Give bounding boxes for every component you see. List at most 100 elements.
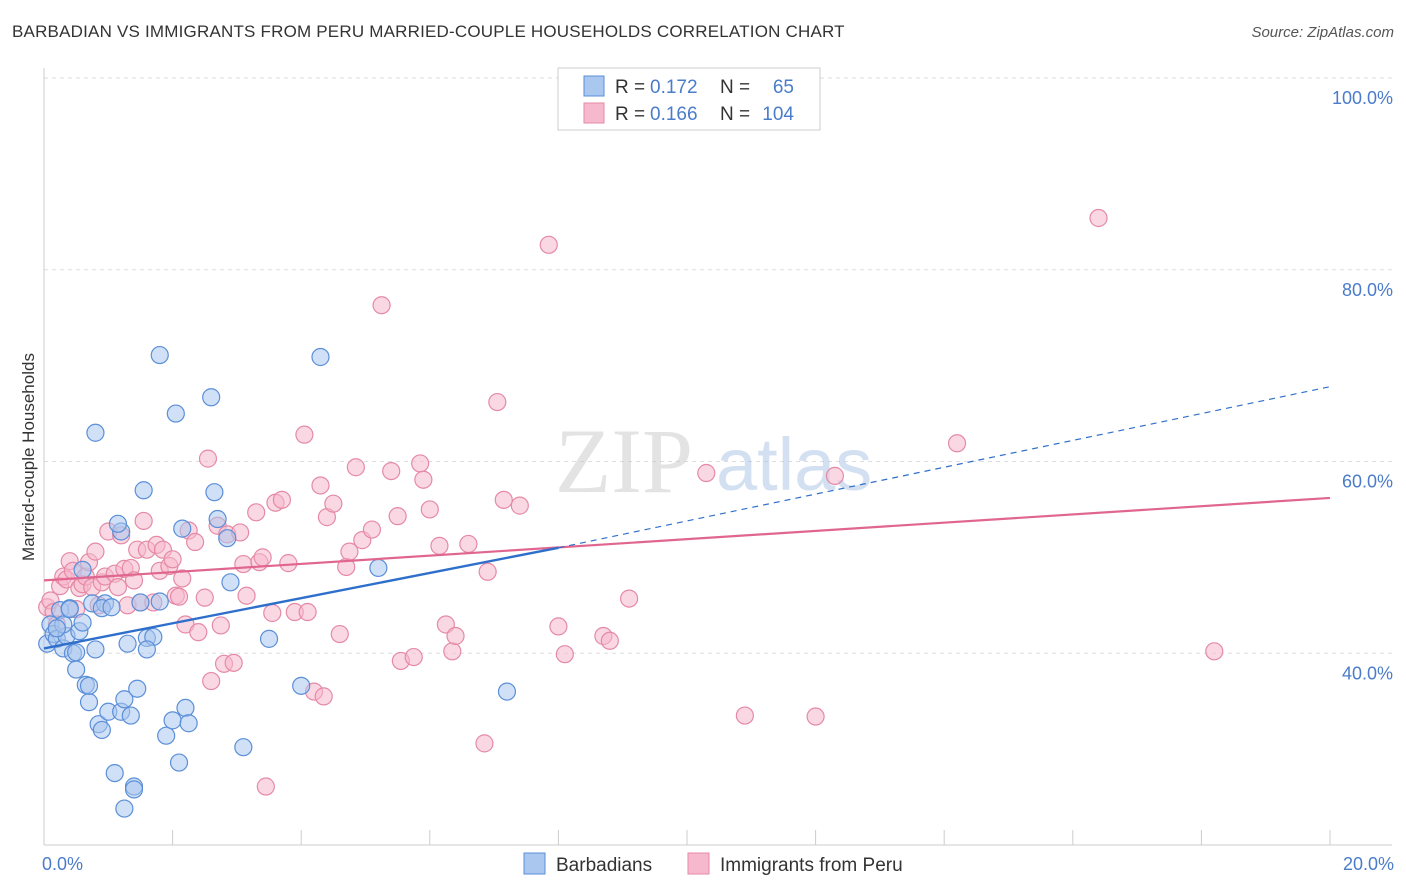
legend-swatch-barbadians [583,75,605,97]
barbadian-point-50 [115,799,134,818]
barbadian-point-31 [150,345,169,365]
barbadian-point-58 [47,619,66,638]
barbadian-point-46 [292,676,311,695]
peru-point-106 [1089,208,1108,228]
watermark-zip: ZIP [555,410,693,512]
barbadian-point-44 [234,738,253,757]
barbadian-point-13 [79,693,99,712]
peru-point-57 [253,548,272,567]
barbadian-point-48 [369,558,388,578]
y-tick-label-60: 60.0% [1342,472,1393,492]
barbadian-point-35 [169,753,189,772]
peru-point-102 [735,706,754,725]
peru-point-88 [446,626,465,646]
peru-point-104 [825,466,844,485]
watermark: ZIP atlas [555,410,872,512]
trend-line-barbadians [43,546,559,650]
bottom-legend: Barbadians Immigrants from Peru [523,852,903,876]
barbadian-point-33 [163,711,182,730]
y-tick-label-100: 100.0% [1332,88,1393,108]
peru-point-87 [443,642,462,661]
peru-point-45 [198,449,218,468]
barbadian-point-9 [67,660,86,679]
barbadian-point-62 [102,598,121,617]
peru-point-74 [346,458,365,477]
x-tick-label-min: 0.0% [42,854,83,874]
barbadian-point-36 [173,519,192,538]
peru-point-54 [237,586,256,605]
barbadian-point-54 [73,560,92,579]
barbadian-point-11 [73,613,92,632]
legend-n-value-1: 65 [773,77,794,98]
peru-point-101 [697,463,716,483]
peru-point-62 [279,554,298,573]
peru-point-93 [494,490,513,509]
trend-line-peru [43,496,1331,582]
peru-point-99 [600,631,619,650]
peru-point-53 [234,554,253,574]
peru-point-64 [295,425,314,444]
legend-box: R = 0.172 N = 65 R = 0.166 N = 104 [557,67,821,131]
peru-point-15 [86,542,105,561]
chart-title: BARBADIAN VS IMMIGRANTS FROM PERU MARRIE… [12,22,845,41]
peru-point-42 [186,532,205,552]
peru-point-94 [510,496,529,515]
peru-point-39 [173,569,192,588]
barbadian-point-39 [202,388,221,407]
peru-point-38 [169,587,189,606]
peru-point-78 [382,461,401,481]
barbadian-point-51 [124,780,144,799]
barbadian-point-20 [105,763,124,783]
peru-point-70 [324,494,343,513]
peru-point-81 [404,647,423,667]
peru-point-59 [263,603,282,623]
peru-point-89 [459,534,478,554]
legend-n-label-2: N = [720,104,750,125]
peru-point-21 [108,577,128,597]
peru-point-67 [311,476,330,495]
trend-lines [43,386,1331,650]
bottom-legend-swatch-barbadians [523,852,546,875]
barbadian-point-60 [137,640,156,659]
peru-point-85 [430,536,449,555]
peru-point-90 [475,734,494,753]
barbadian-point-15 [86,640,105,659]
barbadian-point-47 [311,347,330,367]
barbadian-point-23 [118,634,137,653]
peru-point-51 [224,653,243,672]
barbadian-point-28 [134,481,153,500]
barbadian-point-34 [166,404,185,423]
barbadian-point-53 [86,423,105,442]
barbadian-point-63 [79,676,99,695]
peru-point-95 [539,235,558,254]
bottom-legend-label-barbadians: Barbadians [556,855,652,876]
y-tick-label-40: 40.0% [1342,663,1393,683]
barbadian-point-27 [131,593,150,612]
barbadian-point-24 [121,706,140,725]
peru-point-107 [1205,642,1224,661]
x-tick-label-max: 20.0% [1343,854,1394,874]
chart-source: Source: ZipAtlas.com [1251,24,1394,41]
peru-point-44 [195,588,214,607]
barbadian-point-38 [179,714,198,733]
peru-point-55 [247,503,266,522]
peru-point-79 [388,507,407,526]
barbadian-point-59 [67,643,86,662]
barbadian-point-17 [92,720,111,740]
barbadian-point-37 [176,698,195,717]
y-axis-label: Married-couple Households [19,353,38,561]
barbadian-point-45 [259,629,279,648]
barbadian-point-22 [115,690,134,709]
watermark-atlas: atlas [716,423,872,506]
barbadian-point-32 [157,726,176,745]
x-ticks [43,830,1331,845]
peru-point-65 [298,602,317,622]
peru-point-91 [478,562,497,581]
peru-point-105 [947,434,967,453]
peru-point-77 [372,296,391,315]
axes [43,68,1392,846]
legend-n-label-1: N = [720,77,750,98]
peru-point-97 [555,645,574,664]
peru-point-43 [189,623,208,642]
